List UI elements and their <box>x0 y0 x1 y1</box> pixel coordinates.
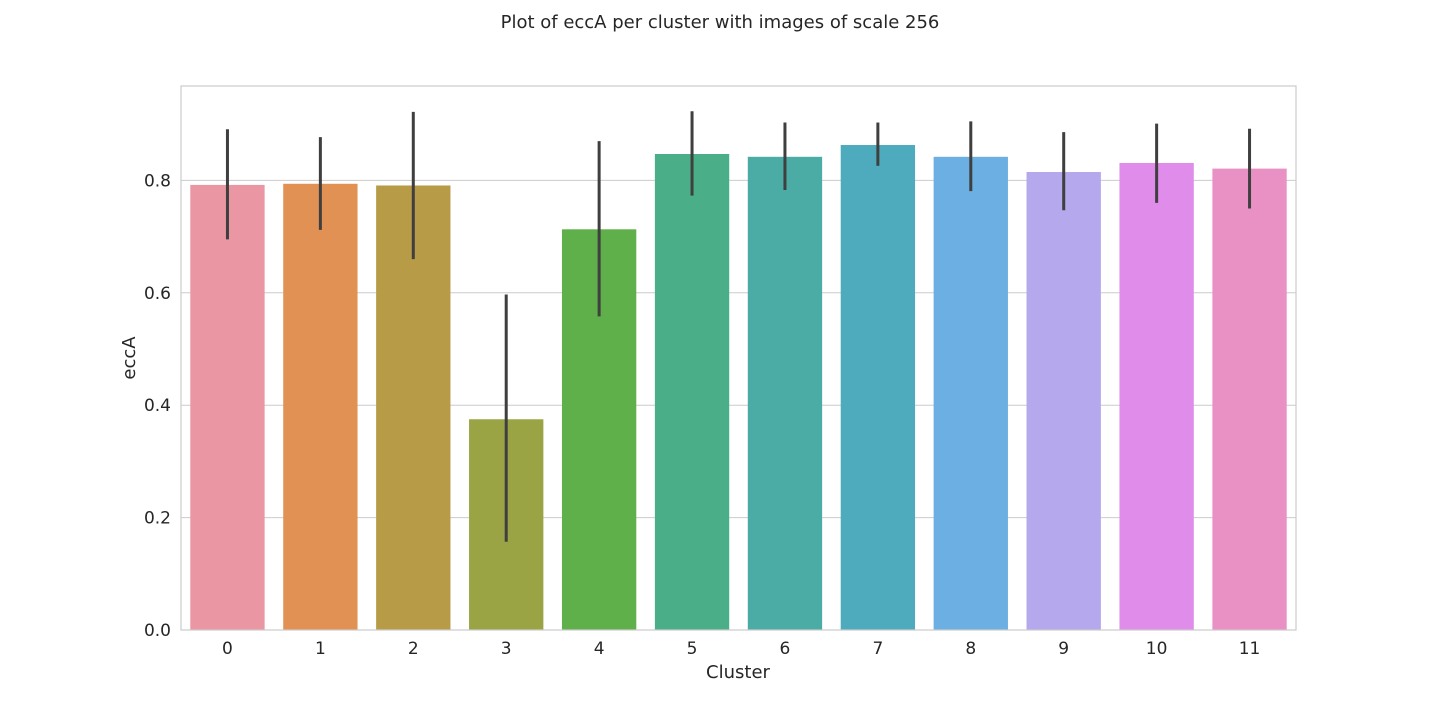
y-tick-label-3: 0.6 <box>144 284 171 304</box>
bar-cluster-7 <box>840 145 916 630</box>
y-tick-labels: 0.0 0.2 0.4 0.6 0.8 <box>144 171 171 641</box>
error-bars <box>225 111 1252 542</box>
y-axis-label: eccA <box>119 336 140 380</box>
x-tick-label-7: 7 <box>872 639 883 659</box>
bars <box>190 145 1287 631</box>
x-tick-label-1: 1 <box>315 639 326 659</box>
bar-cluster-0 <box>190 184 265 630</box>
bar-cluster-9 <box>1026 171 1101 631</box>
bar-cluster-11 <box>1212 168 1287 630</box>
bar-cluster-8 <box>933 156 1008 630</box>
bar-cluster-2 <box>376 185 451 630</box>
bar-cluster-1 <box>283 183 358 630</box>
bar-cluster-6 <box>747 156 823 630</box>
x-tick-label-11: 11 <box>1239 639 1261 659</box>
x-axis-label: Cluster <box>706 662 770 683</box>
x-tick-label-3: 3 <box>501 639 512 659</box>
x-tick-label-0: 0 <box>222 639 233 659</box>
x-tick-label-5: 5 <box>687 639 698 659</box>
x-tick-label-6: 6 <box>780 639 791 659</box>
plot-frame <box>180 85 1297 631</box>
x-tick-labels: 0 1 2 3 4 5 6 7 8 9 10 11 <box>222 639 1260 659</box>
bar-cluster-10 <box>1119 162 1194 630</box>
chart-title: Plot of eccA per cluster with images of … <box>501 12 940 33</box>
x-tick-label-2: 2 <box>408 639 419 659</box>
x-tick-label-10: 10 <box>1146 639 1168 659</box>
x-tick-label-8: 8 <box>965 639 976 659</box>
y-tick-label-1: 0.2 <box>144 509 171 529</box>
y-tick-label-4: 0.8 <box>144 171 171 191</box>
y-tick-label-0: 0.0 <box>144 621 171 641</box>
bar-cluster-5 <box>654 154 730 630</box>
x-tick-label-4: 4 <box>594 639 605 659</box>
x-tick-label-9: 9 <box>1058 639 1069 659</box>
y-tick-label-2: 0.4 <box>144 396 171 416</box>
